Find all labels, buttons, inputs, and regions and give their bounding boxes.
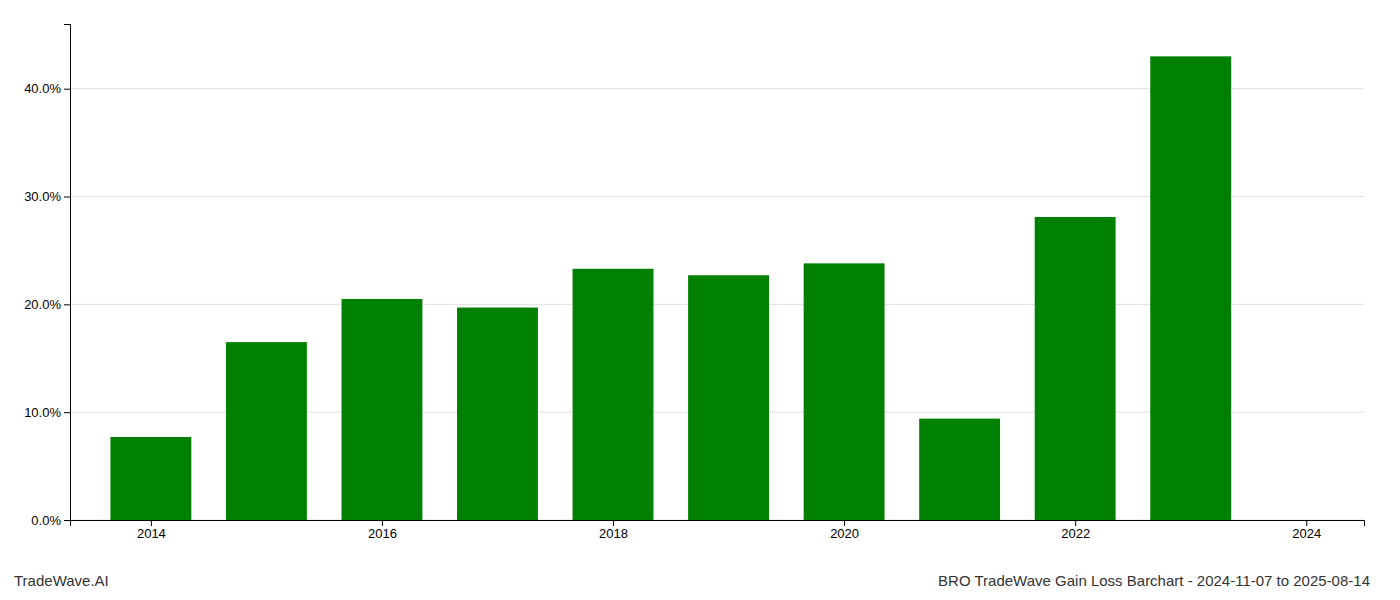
y-tick-mark [64, 89, 70, 90]
y-tick: 20.0% [24, 297, 70, 312]
bar [226, 342, 307, 520]
bar [573, 269, 654, 520]
x-tick: 2022 [1061, 520, 1090, 541]
x-tick-label: 2016 [368, 526, 397, 541]
bar [457, 308, 538, 520]
bar [1150, 56, 1231, 520]
x-tick-mark [382, 520, 383, 526]
x-tick-label: 2024 [1292, 526, 1321, 541]
y-tick-mark [64, 304, 70, 305]
y-tick-mark [64, 520, 70, 521]
bar [804, 263, 885, 520]
y-tick-label: 30.0% [24, 189, 61, 204]
x-tick-label: 2020 [830, 526, 859, 541]
x-tick: 2016 [368, 520, 397, 541]
bar [1035, 217, 1116, 520]
bar [688, 275, 769, 520]
x-tick: 2018 [599, 520, 628, 541]
y-axis: 0.0% 10.0% 20.0% 30.0% 40.0% [24, 25, 70, 528]
bar [919, 419, 1000, 520]
x-tick-mark [151, 520, 152, 526]
y-tick-label: 20.0% [24, 297, 61, 312]
y-tick-mark [64, 197, 70, 198]
plot: 2014 2016 2018 2020 2022 2024 0.0% 10.0% 20.0% 30… [24, 25, 1364, 542]
x-tick-label: 2022 [1061, 526, 1090, 541]
x-tick-mark [1075, 520, 1076, 526]
y-tick-label: 40.0% [24, 81, 61, 96]
bar [342, 299, 423, 520]
x-tick: 2024 [1292, 520, 1321, 541]
x-tick-label: 2014 [137, 526, 166, 541]
x-tick: 2014 [137, 520, 166, 541]
watermark: TradeWave.AI [14, 572, 109, 589]
x-tick-mark [613, 520, 614, 526]
background [0, 0, 1400, 600]
y-tick: 30.0% [24, 189, 70, 204]
x-tick-mark [844, 520, 845, 526]
bar [110, 437, 191, 520]
y-tick: 0.0% [31, 513, 70, 528]
x-tick-mark [1306, 520, 1307, 526]
x-tick-label: 2018 [599, 526, 628, 541]
x-axis-line [71, 521, 1365, 527]
y-tick: 40.0% [24, 81, 70, 96]
y-tick-label: 0.0% [31, 513, 61, 528]
y-tick: 10.0% [24, 405, 70, 420]
chart: 2014 2016 2018 2020 2022 2024 0.0% 10.0% 20.0% 30… [0, 0, 1400, 600]
x-tick: 2020 [830, 520, 859, 541]
title: BRO TradeWave Gain Loss Barchart - 2024-… [938, 572, 1370, 589]
bars [110, 56, 1231, 520]
y-axis-line [64, 25, 71, 521]
y-tick-mark [64, 412, 70, 413]
x-axis: 2014 2016 2018 2020 2022 2024 [71, 520, 1365, 541]
y-tick-label: 10.0% [24, 405, 61, 420]
